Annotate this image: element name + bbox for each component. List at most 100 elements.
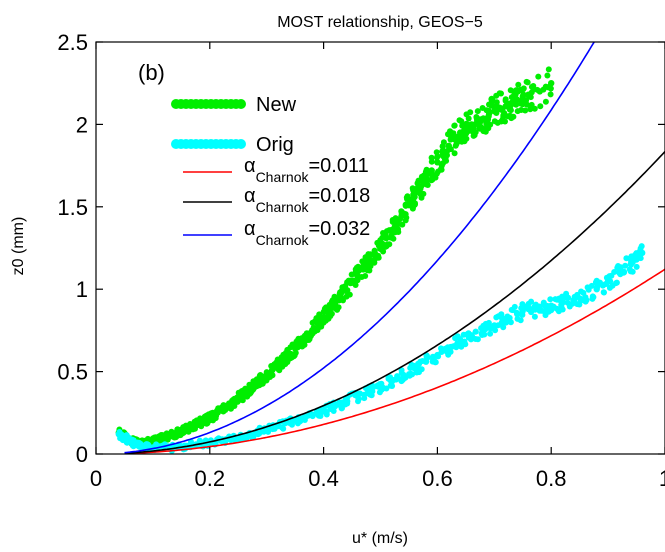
point-orig [588,282,595,289]
legend-item: New [171,94,297,116]
point-orig [506,314,513,321]
point-orig [617,271,624,278]
point-orig [355,398,361,405]
point-orig [503,319,509,326]
y-tick-label: 0 [76,442,88,467]
point-orig [449,343,456,350]
point-new [438,166,445,173]
point-orig [196,437,203,444]
point-new [292,349,299,356]
point-orig [378,380,385,387]
point-new [402,217,409,224]
point-new [338,295,345,302]
point-orig [361,395,368,402]
x-tick-label: 0.2 [195,466,226,491]
point-new [510,113,517,120]
point-new [282,361,289,368]
point-orig [600,289,607,296]
point-new [412,190,419,197]
point-new [429,173,436,180]
point-new [344,279,351,286]
point-orig [562,293,569,300]
point-orig [589,293,596,300]
point-new [352,282,359,288]
point-new [528,83,535,90]
point-orig [493,314,500,321]
point-orig [145,441,152,448]
point-new [547,91,554,98]
point-orig [629,268,636,275]
point-new [458,118,465,125]
point-new [178,426,185,433]
point-new [450,130,457,137]
legend-label: New [256,94,297,116]
point-new [465,115,472,122]
point-new [434,153,441,160]
point-new [446,145,453,152]
point-orig [539,307,546,314]
point-orig [559,306,566,313]
point-new [383,234,390,241]
point-new [520,85,527,92]
point-orig [407,365,414,371]
point-new [440,139,447,146]
point-new [343,293,350,300]
y-axis-title: z0 (mm) [10,217,27,276]
point-new [547,85,554,92]
point-orig [580,289,587,296]
point-new [537,103,544,110]
point-orig [594,284,601,291]
point-orig [547,296,554,303]
point-orig [517,317,524,324]
point-new [332,294,339,301]
point-new [178,430,185,437]
point-orig [338,405,345,412]
x-tick-label: 0.6 [422,466,453,491]
point-new [218,407,225,414]
point-orig [116,430,123,437]
point-orig [638,250,645,257]
point-orig [389,383,396,389]
point-new [328,310,335,317]
point-new [269,372,276,379]
point-orig [393,376,399,383]
point-new [515,81,522,88]
point-orig [492,322,499,329]
legend: New OrigαCharnok=0.011αCharnok=0.018αChar… [171,94,370,248]
point-orig [531,313,538,320]
point-new [544,72,551,79]
point-new [264,371,271,378]
point-new [481,116,488,122]
point-new [488,99,495,105]
point-orig [280,425,287,432]
point-orig [327,406,334,412]
legend-label: Orig [256,134,294,156]
point-new [504,113,511,120]
point-new [402,202,409,209]
legend-item: Orig [171,134,294,156]
x-tick-label: 0 [90,466,102,491]
point-orig [606,273,613,280]
charnock-curve [124,42,596,454]
point-new [386,227,393,234]
legend-item: αCharnok=0.011 [183,155,369,185]
point-new [310,324,317,331]
point-new [486,110,492,117]
point-new [288,354,295,361]
series-new [115,66,555,450]
point-new [491,118,498,125]
point-orig [398,367,405,374]
y-tick-label: 1.5 [57,195,88,220]
point-orig [606,284,613,291]
point-orig [472,328,479,335]
point-new [323,316,330,323]
point-orig [623,255,630,262]
point-orig [414,364,421,371]
point-new [527,94,534,101]
point-orig [508,306,515,313]
point-new [428,158,435,165]
x-tick-label: 1 [659,466,665,491]
point-orig [574,301,581,308]
point-orig [638,243,645,250]
point-new [399,221,406,228]
